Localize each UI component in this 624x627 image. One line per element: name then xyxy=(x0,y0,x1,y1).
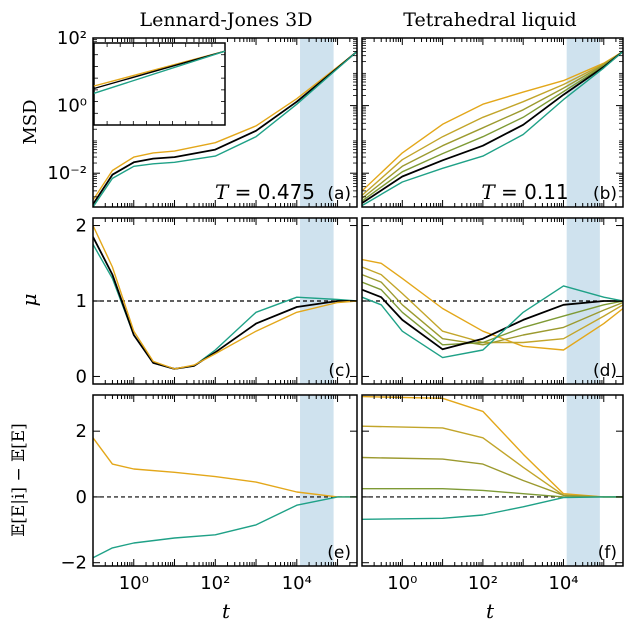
panel-frame-b xyxy=(361,37,624,208)
y-tick-label-e-0: −2 xyxy=(60,553,87,574)
panel-frame-f xyxy=(361,394,624,567)
panel-b: (b) T = 0.11 xyxy=(361,37,624,208)
x-tick-label-e-0: 10⁰ xyxy=(119,573,149,594)
inset-a xyxy=(93,42,226,126)
x-tick-label-f-1: 10² xyxy=(468,573,498,594)
panel-label-e: (e) xyxy=(327,543,351,563)
series-a-black-1 xyxy=(93,50,357,205)
x-axis-label-left: t xyxy=(222,599,231,623)
panel-label-d: (d) xyxy=(593,361,617,381)
series-a-teal-2 xyxy=(93,50,357,207)
annotation-a: T = 0.475 xyxy=(215,180,315,204)
panel-label-b: (b) xyxy=(593,184,617,204)
series-b-black-4 xyxy=(362,50,623,204)
series-group-a xyxy=(93,50,357,207)
series-group-d xyxy=(362,258,623,359)
series-d-black-4 xyxy=(362,288,623,351)
row-labels: MSD μ 𝔼[E|i] − 𝔼[E] xyxy=(9,99,41,536)
panel-d: (d) xyxy=(361,217,624,385)
series-b-olive_2-2 xyxy=(362,50,623,199)
y-tick-label-e-2: 2 xyxy=(76,421,87,442)
series-group-e xyxy=(93,437,357,559)
series-c-orange-2 xyxy=(93,225,357,370)
series-d-teal-5 xyxy=(362,285,623,359)
inset-frame xyxy=(93,42,226,126)
series-b-teal-5 xyxy=(362,50,623,207)
panel-f: 10⁰ 10² 10⁴ (f) xyxy=(361,394,624,594)
inset-series-black-1 xyxy=(93,50,226,90)
panel-c: 0 1 2 (c) xyxy=(76,216,358,387)
row-label-energy: 𝔼[E|i] − 𝔼[E] xyxy=(9,423,29,536)
inset-series-teal-2 xyxy=(93,50,226,94)
panel-label-c: (c) xyxy=(328,361,351,381)
panel-frame-a xyxy=(92,37,358,208)
shaded-region-a xyxy=(300,38,334,207)
annotation-symbol: T xyxy=(215,180,230,204)
y-tick-label-c-2: 2 xyxy=(76,216,87,237)
series-b-olive_3-3 xyxy=(362,50,623,202)
series-d-orange-0 xyxy=(362,258,623,351)
y-tick-label-a-1: 10⁰ xyxy=(57,96,87,117)
series-b-orange-0 xyxy=(362,50,623,192)
annotation-value: = 0.11 xyxy=(495,180,569,204)
column-title-right: Tetrahedral liquid xyxy=(403,9,576,31)
series-e-orange-0 xyxy=(93,437,357,498)
series-a-orange-0 xyxy=(93,50,357,201)
x-tick-label-f-2: 10⁴ xyxy=(548,573,578,594)
shaded-region-e xyxy=(300,395,334,566)
panel-e: 10⁰ 10² 10⁴ −2 0 2 (e) xyxy=(60,394,358,594)
series-f-teal-4 xyxy=(362,496,623,520)
annotation-value: = 0.475 xyxy=(228,180,315,204)
annotation-b: T = 0.11 xyxy=(481,180,568,204)
series-c-black-1 xyxy=(93,236,357,370)
series-e-teal-1 xyxy=(93,496,357,559)
x-tick-label-e-2: 10⁴ xyxy=(282,573,312,594)
series-b-olive_1-1 xyxy=(362,50,623,196)
y-tick-label-c-0: 0 xyxy=(76,366,87,387)
row-label-msd: MSD xyxy=(20,99,41,144)
x-tick-label-e-1: 10² xyxy=(200,573,230,594)
y-tick-label-a-0: 10⁻² xyxy=(47,163,87,184)
x-tick-label-f-0: 10⁰ xyxy=(387,573,417,594)
panel-a: 10⁻² 10⁰ 10² (a) T = 0.475 xyxy=(47,28,358,208)
column-titles: Lennard-Jones 3D Tetrahedral liquid xyxy=(140,9,577,31)
series-group-c xyxy=(93,225,357,370)
series-d-olive_2-2 xyxy=(362,273,623,346)
column-title-left: Lennard-Jones 3D xyxy=(140,9,313,31)
shaded-region-b xyxy=(566,38,600,207)
shaded-region-f xyxy=(566,395,600,566)
y-tick-label-c-1: 1 xyxy=(76,291,87,312)
panel-label-f: (f) xyxy=(598,543,617,563)
panel-frame-e xyxy=(92,394,358,567)
panels: 10⁻² 10⁰ 10² (a) T = 0.475 (b) T = 0.11 0 1 2 (c) (… xyxy=(47,28,624,594)
panel-label-a: (a) xyxy=(327,184,351,204)
series-group-f xyxy=(362,395,623,520)
series-d-olive_3-3 xyxy=(362,281,623,346)
y-tick-label-a-2: 10² xyxy=(57,28,87,49)
y-tick-label-e-1: 0 xyxy=(76,487,87,508)
x-axis-labels: t t xyxy=(222,599,495,623)
x-axis-label-right: t xyxy=(486,599,495,623)
annotation-symbol: T xyxy=(481,180,496,204)
series-group-b xyxy=(362,50,623,207)
row-label-mu: μ xyxy=(17,294,41,307)
